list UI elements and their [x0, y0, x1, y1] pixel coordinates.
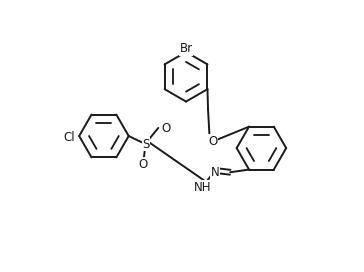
- Text: N: N: [211, 166, 220, 179]
- Text: S: S: [142, 138, 150, 151]
- Text: Br: Br: [179, 42, 193, 55]
- Text: O: O: [161, 122, 170, 135]
- Text: NH: NH: [194, 181, 211, 194]
- Text: O: O: [208, 135, 218, 148]
- Text: O: O: [138, 158, 147, 171]
- Text: Cl: Cl: [63, 131, 75, 144]
